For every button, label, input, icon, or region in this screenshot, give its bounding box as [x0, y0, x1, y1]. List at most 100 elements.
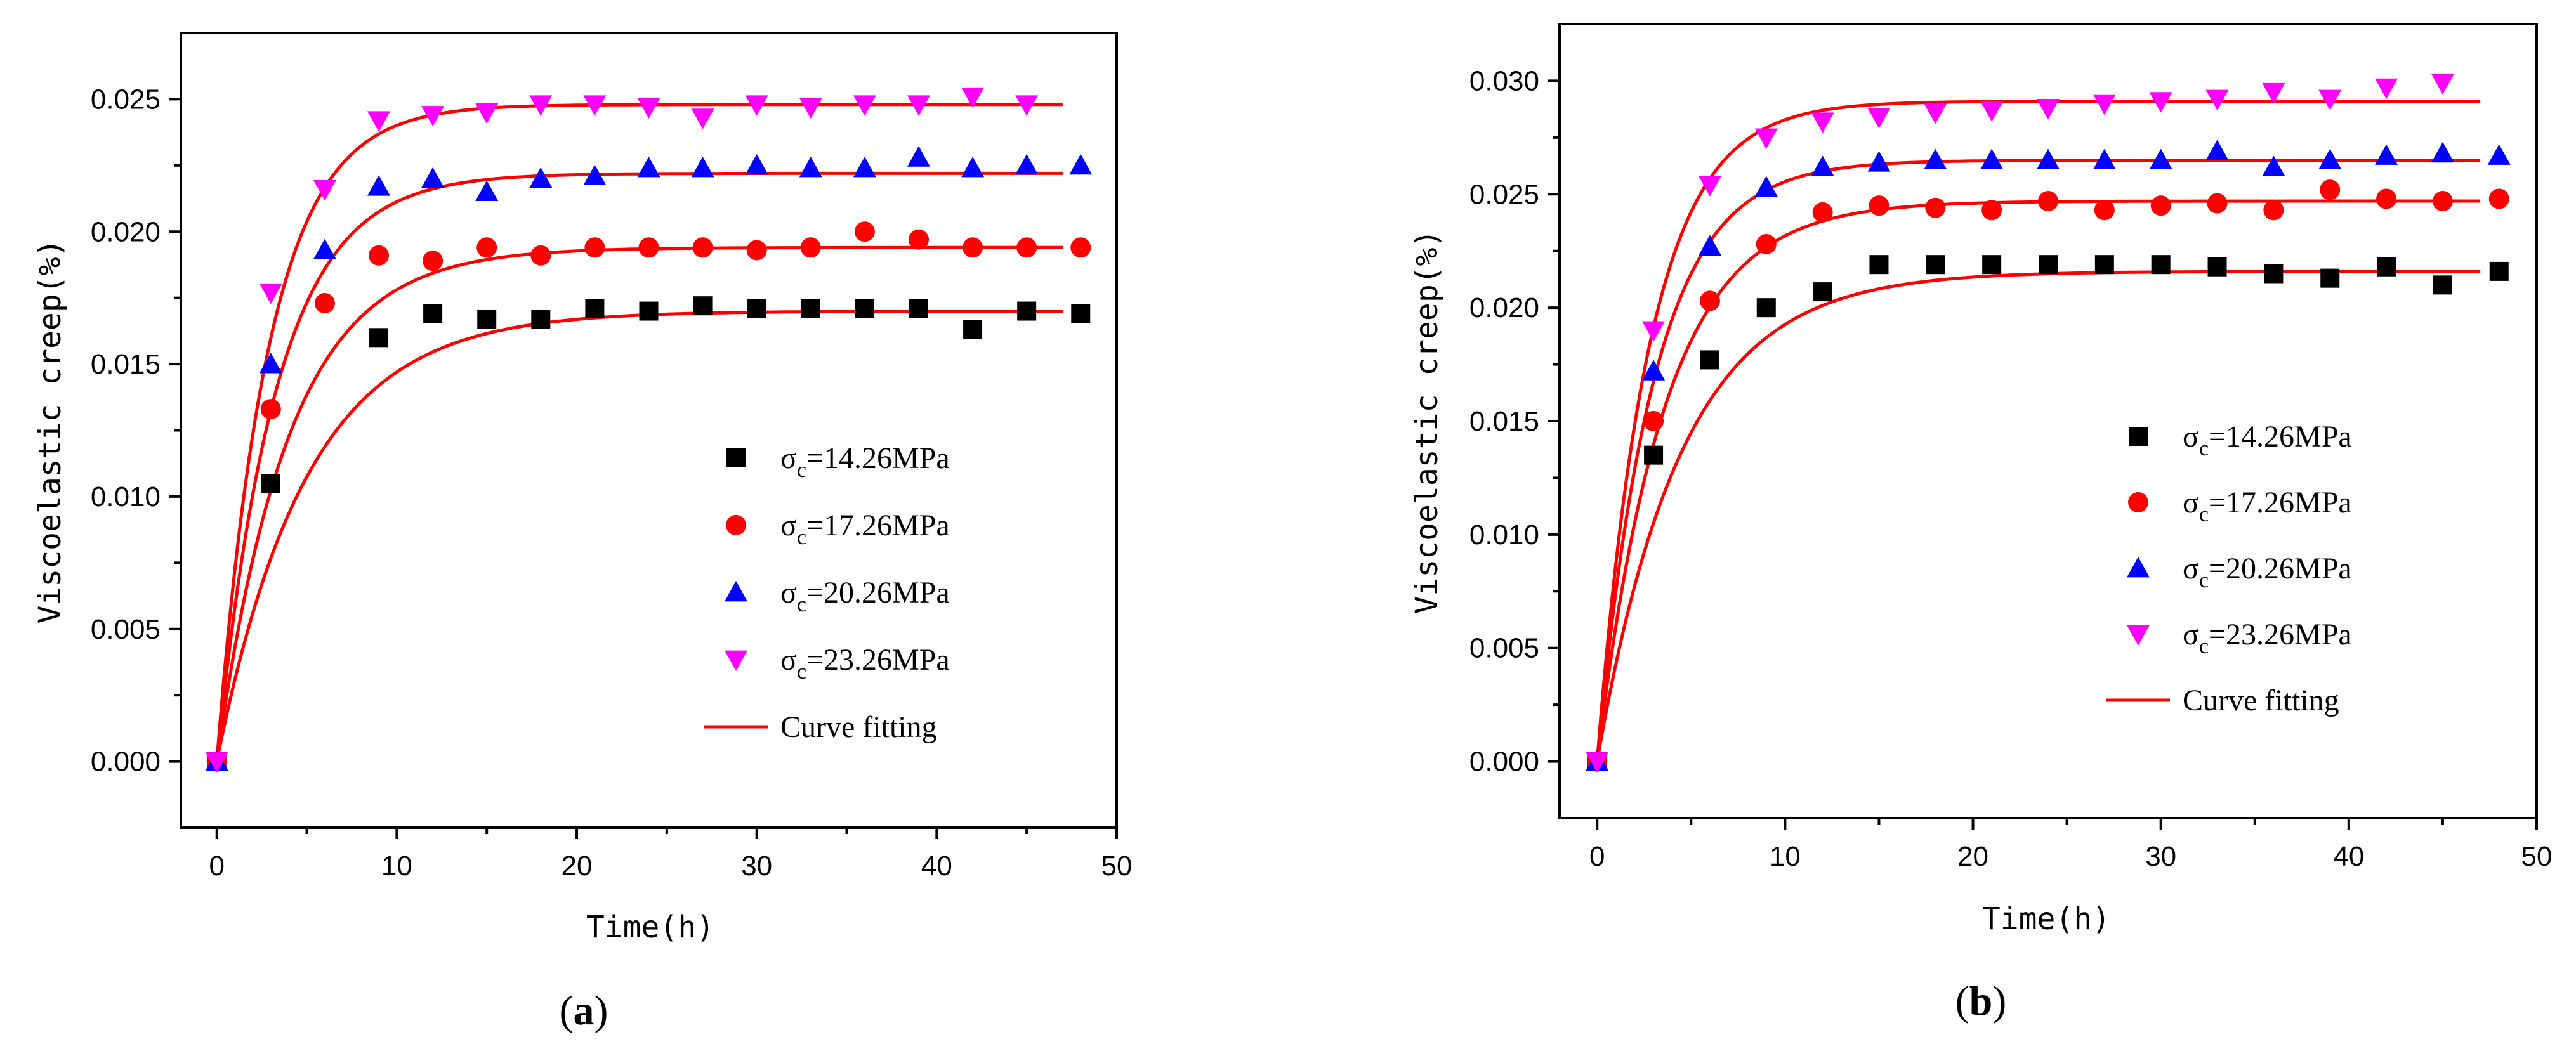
- data-point-series-2: [692, 237, 713, 258]
- x-tick-label: 50: [1101, 851, 1133, 882]
- panel-label-open: (: [1955, 978, 1969, 1024]
- data-point-series-2: [638, 237, 659, 258]
- data-point-series-3: [2318, 148, 2342, 170]
- data-point-series-2: [2263, 200, 2284, 221]
- legend-value: =17.26MPa: [806, 509, 950, 542]
- legend-subscript: c: [797, 660, 806, 684]
- data-point-series-3: [2037, 148, 2060, 170]
- x-axis-title: Time(h): [586, 909, 714, 945]
- data-point-series-1: [2433, 275, 2452, 295]
- x-tick-label: 20: [562, 851, 593, 882]
- data-point-series-4: [1811, 112, 1834, 133]
- data-point-series-4: [1015, 95, 1039, 116]
- x-tick-label: 40: [921, 851, 952, 882]
- legend-subscript: c: [797, 593, 806, 616]
- x-tick-label: 20: [1957, 841, 1988, 872]
- data-point-series-4: [583, 95, 607, 116]
- data-point-series-4: [529, 95, 553, 116]
- legend-marker-series-3: [2127, 557, 2150, 578]
- fit-curve-series-2: [1595, 199, 2481, 762]
- x-axis-title: Time(h): [1982, 901, 2110, 937]
- data-point-series-1: [2207, 257, 2227, 277]
- data-point-series-3: [2375, 144, 2398, 165]
- data-point-series-2: [260, 399, 281, 420]
- legend-label-series-4: σc=23.26MPa: [780, 643, 950, 684]
- data-point-series-1: [2377, 257, 2396, 277]
- data-point-series-3: [1924, 148, 1947, 170]
- data-point-series-1: [1756, 298, 1776, 318]
- panel-label-close: ): [595, 988, 608, 1034]
- legend-sigma: σ: [2183, 420, 2199, 453]
- data-point-series-4: [1586, 752, 1609, 773]
- data-point-series-2: [530, 245, 551, 266]
- data-point-series-3: [367, 175, 391, 196]
- fit-curve-series-3: [1595, 159, 2481, 762]
- data-point-series-3: [313, 238, 336, 259]
- data-point-series-1: [261, 474, 280, 493]
- data-point-series-2: [2150, 195, 2171, 216]
- data-point-series-1: [639, 301, 659, 321]
- data-point-series-3: [853, 157, 876, 178]
- data-point-series-2: [369, 245, 390, 266]
- x-tick-label: 50: [2521, 841, 2553, 872]
- data-point-series-2: [2488, 188, 2509, 209]
- legend-marker-series-4: [2127, 625, 2150, 646]
- legend-value: =14.26MPa: [2209, 420, 2352, 453]
- legend-label-series-1: σc=14.26MPa: [780, 441, 950, 482]
- data-point-series-3: [907, 146, 930, 167]
- legend-label-series-2: σc=17.26MPa: [2183, 486, 2352, 526]
- data-point-series-4: [2431, 74, 2454, 95]
- data-point-series-3: [421, 167, 445, 188]
- data-point-series-4: [2262, 82, 2285, 104]
- legend-subscript: c: [2199, 635, 2209, 658]
- data-point-series-1: [963, 320, 983, 339]
- panel-label-open: (: [560, 988, 574, 1034]
- data-point-series-3: [2205, 140, 2229, 160]
- data-point-series-2: [423, 251, 444, 271]
- data-point-series-3: [1642, 360, 1666, 381]
- fit-curve-series-2: [215, 245, 1063, 762]
- data-point-series-1: [369, 328, 389, 348]
- chart-panel-b: 0 10 20 30 40 50 0.000 0.005 0.010 0.015 0.020 0.02…: [1409, 23, 2553, 1024]
- data-point-series-1: [2094, 255, 2114, 275]
- data-point-series-2: [800, 237, 821, 258]
- data-point-series-4: [313, 180, 336, 201]
- data-point-series-4: [853, 95, 876, 116]
- legend-sigma: σ: [780, 441, 797, 475]
- data-point-series-3: [1980, 148, 2004, 170]
- y-tick-label: 0.020: [91, 216, 161, 247]
- data-point-series-1: [1644, 445, 1664, 465]
- data-point-series-3: [1867, 151, 1891, 172]
- data-point-series-2: [2320, 179, 2341, 200]
- data-point-series-2: [1070, 237, 1091, 258]
- data-point-series-3: [691, 157, 714, 178]
- data-point-series-1: [585, 299, 605, 318]
- data-point-series-4: [1980, 101, 2004, 122]
- data-point-series-2: [1869, 195, 1889, 216]
- y-tick-label: 0.030: [1469, 65, 1539, 96]
- panel-label-close: ): [1992, 978, 2006, 1024]
- data-point-series-1: [693, 296, 713, 316]
- data-point-series-4: [2318, 89, 2342, 111]
- data-point-series-1: [801, 299, 820, 318]
- data-point-series-3: [1698, 235, 1721, 256]
- data-point-series-2: [1812, 202, 1833, 223]
- x-tick-label: 0: [1589, 841, 1605, 872]
- data-point-series-1: [531, 310, 551, 329]
- data-point-series-4: [2037, 98, 2060, 120]
- data-point-series-3: [1015, 153, 1039, 175]
- data-point-series-1: [1700, 350, 1719, 370]
- x-tick-label: 0: [209, 851, 224, 882]
- data-point-series-4: [637, 98, 660, 119]
- chart-panel-a: 0 10 20 30 40 50 0.000 0.005 0.010 0.015 0.020 0.02…: [32, 32, 1133, 1034]
- legend-sigma: σ: [2183, 486, 2199, 519]
- data-point-series-3: [1754, 176, 1778, 197]
- data-point-series-1: [477, 310, 497, 329]
- data-point-series-4: [2149, 92, 2172, 113]
- data-point-series-1: [1071, 304, 1091, 323]
- data-point-series-1: [2489, 261, 2509, 281]
- legend-sigma: σ: [780, 509, 797, 542]
- legend-subscript: c: [797, 459, 806, 482]
- data-point-series-4: [1754, 128, 1778, 149]
